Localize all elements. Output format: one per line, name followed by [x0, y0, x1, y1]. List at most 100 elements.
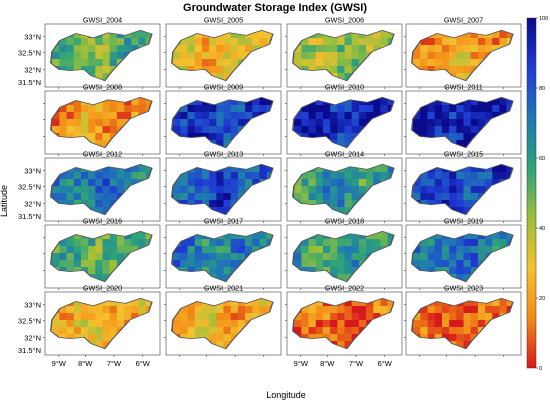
raster-cell — [131, 165, 139, 173]
raster-cell — [73, 239, 82, 247]
colorbar-tick-label: 60 — [539, 156, 545, 162]
raster-cell — [80, 172, 89, 180]
raster-cell — [187, 66, 196, 74]
raster-cell — [194, 45, 203, 53]
raster-cell — [294, 320, 302, 328]
raster-cell — [73, 119, 82, 127]
raster-cell — [109, 126, 118, 134]
raster-cell — [301, 112, 309, 120]
raster-cell — [456, 66, 464, 74]
raster-cell — [80, 246, 89, 254]
raster-cell — [470, 253, 479, 261]
raster-cell — [145, 31, 152, 39]
raster-cell — [245, 38, 253, 46]
raster-cell — [173, 193, 181, 201]
raster-cell — [131, 45, 139, 53]
basin-outline — [292, 297, 395, 350]
raster-cell — [330, 66, 338, 74]
raster-cell — [124, 246, 132, 254]
raster-cell — [463, 105, 471, 113]
x-tick-label: 8°W — [78, 359, 93, 368]
basin-outline — [171, 29, 274, 82]
raster-cell — [337, 334, 345, 342]
raster-cell — [351, 105, 360, 113]
raster-cell — [216, 274, 224, 282]
raster-cell — [315, 45, 324, 53]
raster-cell — [358, 45, 367, 53]
y-tick-label: 32°N — [24, 199, 41, 208]
raster-cell — [485, 246, 493, 254]
panel-title: GWSI_2006 — [325, 16, 364, 25]
raster-cell — [441, 52, 450, 60]
panel-GWSI_2021: GWSI_2021 — [164, 284, 282, 357]
raster-cell — [88, 45, 96, 53]
raster-cell — [95, 207, 103, 215]
raster-cell — [88, 313, 96, 321]
raster-cell — [216, 334, 224, 342]
raster-cell — [88, 260, 96, 268]
raster-cell — [230, 105, 239, 113]
colorbar-tick-label: 80 — [539, 86, 545, 92]
raster-cell — [322, 306, 331, 314]
raster-cell — [485, 179, 493, 187]
raster-cell — [344, 200, 352, 208]
raster-cell — [109, 260, 118, 268]
raster-cell — [230, 31, 239, 39]
raster-cell — [230, 186, 239, 194]
raster-cell — [237, 105, 246, 113]
raster-cell — [344, 59, 352, 67]
raster-cell — [477, 313, 486, 321]
raster-cell — [420, 246, 428, 254]
raster-cell — [73, 246, 82, 254]
panel-GWSI_2009: GWSI_2009 — [164, 83, 282, 156]
raster-cell — [116, 253, 125, 261]
raster-cell — [427, 59, 436, 67]
raster-cell — [201, 313, 210, 321]
raster-cell — [187, 260, 196, 268]
raster-cell — [337, 274, 345, 282]
raster-cell — [187, 327, 196, 335]
x-tick-label: 6°W — [136, 359, 151, 368]
panel-title: GWSI_2014 — [325, 150, 364, 159]
raster-cell — [322, 172, 331, 180]
raster-cell — [413, 59, 421, 67]
raster-cell — [102, 313, 110, 321]
raster-cell — [411, 126, 414, 134]
raster-cell — [470, 98, 479, 106]
raster-cell — [322, 105, 331, 113]
raster-cell — [344, 327, 352, 335]
raster-cell — [456, 119, 464, 127]
raster-cell — [330, 59, 338, 67]
raster-cell — [470, 246, 479, 254]
raster-cell — [80, 45, 89, 53]
raster-cell — [373, 239, 381, 247]
raster-cell — [95, 38, 103, 46]
raster-cell — [95, 45, 103, 53]
raster-cell — [434, 119, 443, 127]
raster-cell — [358, 246, 367, 254]
raster-cell — [344, 274, 352, 282]
raster-cell — [124, 172, 132, 180]
raster-cell — [351, 52, 360, 60]
raster-cell — [209, 179, 217, 187]
raster-cell — [209, 313, 217, 321]
basin-outline — [411, 163, 514, 216]
raster-cell — [102, 179, 110, 187]
raster-cell — [187, 172, 196, 180]
raster-cell — [209, 267, 217, 275]
y-tick-labels: 33°N 32.5°N 32°N 31.5°N 33°N 32.5°N 32°N 31.5°N… — [18, 33, 41, 355]
colorbar: 0 20 40 60 80 100 — [526, 16, 548, 372]
raster-cell — [322, 119, 331, 127]
raster-cell — [294, 186, 302, 194]
raster-cell — [230, 320, 239, 328]
raster-cell — [95, 73, 103, 81]
raster-cell — [441, 260, 450, 268]
raster-cell — [216, 45, 224, 53]
raster-cell — [194, 31, 203, 39]
raster-cell — [66, 260, 75, 268]
raster-cell — [73, 313, 82, 321]
raster-cell — [330, 320, 338, 328]
raster-cell — [66, 59, 75, 67]
raster-cell — [308, 126, 317, 134]
raster-cell — [66, 179, 75, 187]
